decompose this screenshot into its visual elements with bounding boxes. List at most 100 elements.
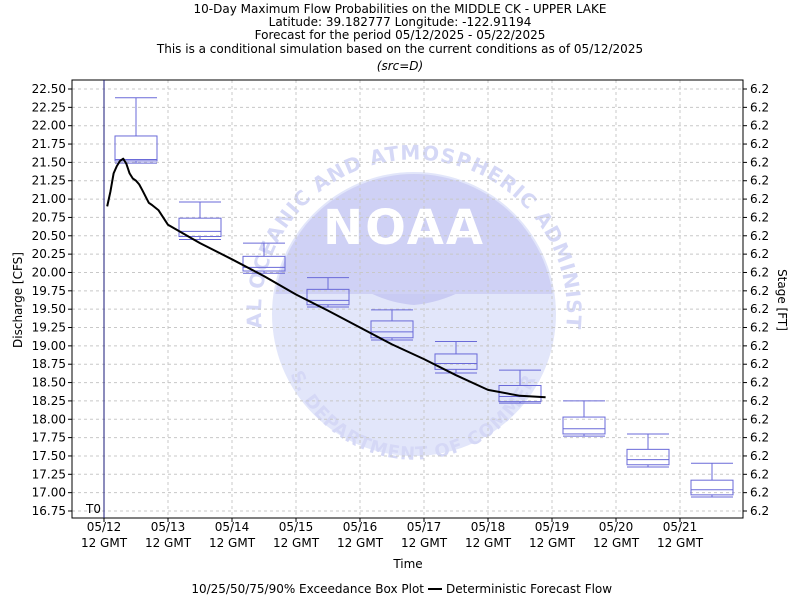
y-tick-label: 19.75 (32, 284, 66, 298)
y-tick-label: 20.00 (32, 265, 66, 279)
y-tick-label: 17.25 (32, 467, 66, 481)
y-tick-label: 22.00 (32, 119, 66, 133)
x-tick-time: 12 GMT (337, 536, 384, 550)
y-tick-label: 22.25 (32, 100, 66, 114)
box-plots (114, 97, 734, 498)
chart-title-line-2: Latitude: 39.182777 Longitude: -122.9119… (269, 15, 532, 29)
x-tick-time: 12 GMT (401, 536, 448, 550)
chart-subtitle: (src=D) (377, 59, 423, 73)
legend-line-label: Deterministic Forecast Flow (446, 582, 612, 596)
y-tick-label: 19.50 (32, 302, 66, 316)
y-tick-label: 21.00 (32, 192, 66, 206)
y-tick-label: 21.75 (32, 137, 66, 151)
x-tick-date: 05/12 (87, 520, 122, 534)
y2-tick-label: 6.2 (750, 357, 769, 371)
y-tick-label: 18.00 (32, 412, 66, 426)
deterministic-forecast-line (106, 157, 546, 399)
x-tick-date: 05/15 (279, 520, 314, 534)
y2-axis-label: Stage [FT] (775, 269, 789, 331)
box-iqr (434, 353, 478, 370)
box-plot (434, 340, 478, 374)
y2-tick-label: 6.2 (750, 265, 769, 279)
box-plot (370, 309, 414, 341)
y2-tick-label: 6.2 (750, 302, 769, 316)
y2-tick-label: 6.2 (750, 229, 769, 243)
grid-lines (72, 80, 743, 518)
x-tick-date: 05/18 (471, 520, 506, 534)
x-tick-date: 05/16 (343, 520, 378, 534)
x-tick-time: 12 GMT (273, 536, 320, 550)
y2-tick-label: 6.2 (750, 119, 769, 133)
box-iqr (306, 288, 350, 306)
x-tick-time: 12 GMT (465, 536, 512, 550)
y2-tick-label: 6.2 (750, 174, 769, 188)
x-tick-time: 12 GMT (145, 536, 192, 550)
y-axis-label: Discharge [CFS] (11, 252, 25, 348)
noaa-logo-wordmark: NOAA (323, 200, 485, 256)
y-tick-label: 16.75 (32, 504, 66, 518)
y2-tick-label: 6.2 (750, 321, 769, 335)
legend-box-label: 10/25/50/75/90% Exceedance Box Plot (191, 582, 424, 596)
box-plot (178, 201, 222, 240)
chart-title-line-3: Forecast for the period 05/12/2025 - 05/… (255, 28, 546, 42)
y2-tick-label: 6.2 (750, 137, 769, 151)
box-plot (626, 433, 670, 468)
y-tick-label: 22.50 (32, 82, 66, 96)
y-tick-label: 20.25 (32, 247, 66, 261)
y2-axis-ticks: 6.2 6.2 6.2 6.2 6.2 6.2 6.2 6.2 6.2 6.2 6.2 6.2 6.2 6… (743, 82, 769, 518)
y2-tick-label: 6.2 (750, 82, 769, 96)
y2-tick-label: 6.2 (750, 412, 769, 426)
x-tick-time: 12 GMT (81, 536, 128, 550)
axes (71, 79, 744, 519)
y-tick-label: 18.25 (32, 394, 66, 408)
x-tick-date: 05/20 (599, 520, 634, 534)
y-tick-label: 19.00 (32, 339, 66, 353)
box-iqr (114, 135, 158, 162)
y2-tick-label: 6.2 (750, 247, 769, 261)
y-tick-label: 18.50 (32, 376, 66, 390)
x-tick-date: 05/19 (535, 520, 570, 534)
x-tick-time: 12 GMT (209, 536, 256, 550)
y-tick-label: 17.50 (32, 449, 66, 463)
y-tick-label: 17.75 (32, 431, 66, 445)
y2-tick-label: 6.2 (750, 394, 769, 408)
chart-title-line-1: 10-Day Maximum Flow Probabilities on the… (194, 2, 607, 16)
x-tick-date: 05/13 (151, 520, 186, 534)
box-plot (690, 462, 734, 498)
y2-tick-label: 6.2 (750, 339, 769, 353)
x-tick-time: 12 GMT (593, 536, 640, 550)
x-tick-time: 12 GMT (529, 536, 576, 550)
y2-tick-label: 6.2 (750, 100, 769, 114)
y2-tick-label: 6.2 (750, 431, 769, 445)
y2-tick-label: 6.2 (750, 284, 769, 298)
plot-frame (71, 79, 744, 519)
deterministic-series (106, 157, 546, 399)
legend: 10/25/50/75/90% Exceedance Box Plot Dete… (191, 582, 612, 596)
y2-tick-label: 6.2 (750, 192, 769, 206)
y-tick-label: 21.50 (32, 155, 66, 169)
box-plot (242, 242, 286, 274)
y2-tick-label: 6.2 (750, 376, 769, 390)
y-tick-label: 17.00 (32, 486, 66, 500)
y2-tick-label: 6.2 (750, 504, 769, 518)
y-tick-label: 20.75 (32, 210, 66, 224)
y-tick-label: 21.25 (32, 174, 66, 188)
x-tick-time: 12 GMT (657, 536, 704, 550)
y2-tick-label: 6.2 (750, 467, 769, 481)
y-axis-ticks: 16.75 17.00 17.25 17.50 17.75 18.00 18.25 18.50… (32, 82, 72, 518)
x-axis-ticks: 05/12 12 GMT 05/13 12 GMT 05/14 12 GMT 05/15 12… (81, 518, 704, 550)
box-iqr (626, 448, 670, 466)
y2-tick-label: 6.2 (750, 449, 769, 463)
y2-tick-label: 6.2 (750, 210, 769, 224)
noaa-watermark: NOAA NATIONAL OCEANIC AND ATMOSPHERIC AD… (0, 0, 585, 465)
y-tick-label: 18.75 (32, 357, 66, 371)
chart-title-line-4: This is a conditional simulation based o… (156, 42, 643, 56)
title-block: 10-Day Maximum Flow Probabilities on the… (156, 2, 643, 73)
y2-tick-label: 6.2 (750, 486, 769, 500)
x-tick-date: 05/21 (663, 520, 698, 534)
y-tick-label: 19.25 (32, 321, 66, 335)
x-tick-date: 05/17 (407, 520, 442, 534)
x-axis-label: Time (392, 557, 422, 571)
box-plot (562, 400, 606, 437)
